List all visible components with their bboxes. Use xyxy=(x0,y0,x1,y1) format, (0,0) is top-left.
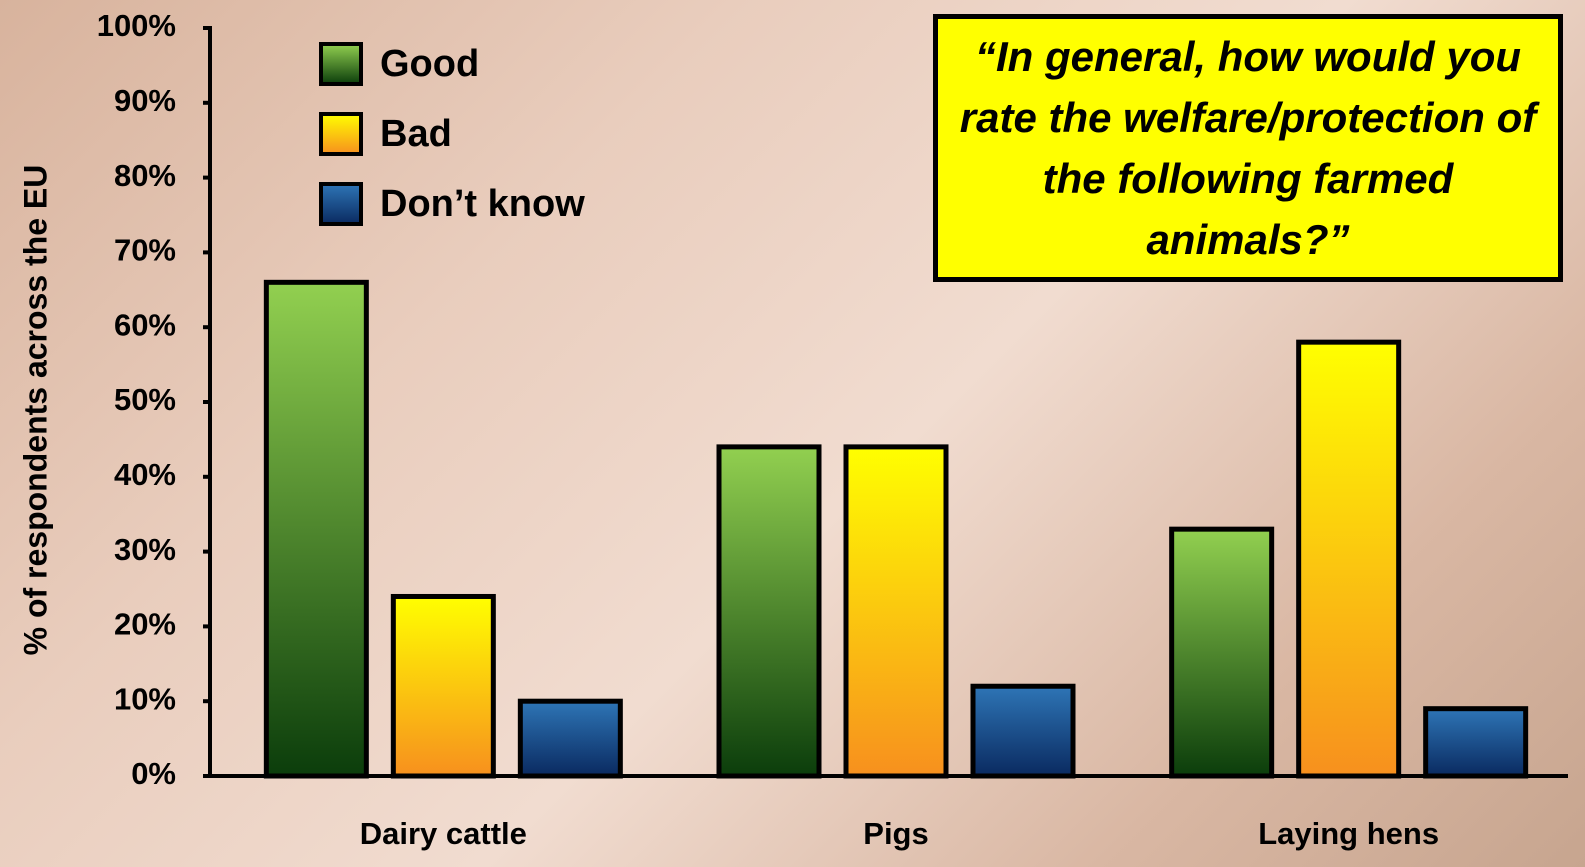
y-tick-label: 80% xyxy=(114,158,176,193)
bar xyxy=(1169,526,1275,779)
y-tick-label: 10% xyxy=(114,681,176,716)
y-tick-label: 90% xyxy=(114,83,176,118)
bar xyxy=(843,444,949,779)
y-tick-label: 20% xyxy=(114,607,176,642)
bar xyxy=(1423,706,1529,779)
legend-label: Bad xyxy=(380,113,452,155)
bar xyxy=(390,593,496,779)
y-tick-label: 50% xyxy=(114,382,176,417)
x-tick-label: Laying hens xyxy=(1258,816,1439,851)
y-tick-label: 30% xyxy=(114,532,176,567)
bar xyxy=(263,279,369,779)
legend-swatch xyxy=(319,112,363,156)
y-tick-label: 60% xyxy=(114,307,176,342)
bar xyxy=(517,698,623,779)
legend-label: Don’t know xyxy=(380,183,585,225)
bar xyxy=(1296,339,1402,779)
x-tick-label: Pigs xyxy=(863,816,928,851)
y-tick-label: 70% xyxy=(114,233,176,268)
annotation: “In general, how would you rate the welf… xyxy=(933,14,1563,282)
legend-swatch xyxy=(319,42,363,86)
y-tick-label: 40% xyxy=(114,457,176,492)
y-tick-label: 100% xyxy=(97,8,176,43)
bar xyxy=(716,444,822,779)
legend-label: Good xyxy=(380,43,479,85)
x-tick-label: Dairy cattle xyxy=(360,816,527,851)
legend-swatch xyxy=(319,182,363,226)
y-tick-label: 0% xyxy=(131,756,176,791)
y-axis-title: % of respondents across the EU xyxy=(17,165,53,656)
bar xyxy=(970,683,1076,779)
